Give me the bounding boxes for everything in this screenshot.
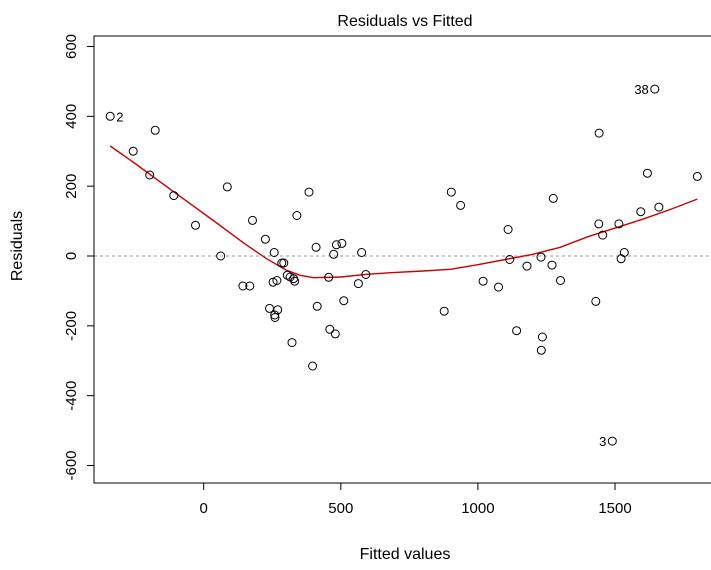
data-point-43	[446, 187, 456, 197]
x-tick-label-3: 1500	[598, 500, 631, 517]
x-tick-label-1: 500	[328, 500, 353, 517]
data-point-31	[312, 301, 322, 311]
data-point-15	[269, 248, 279, 257]
data-point-8	[222, 182, 232, 192]
data-point-54	[547, 260, 557, 270]
y-tick-label-4: 200	[63, 174, 80, 199]
annotation-38: 38	[634, 82, 648, 97]
data-point-56	[556, 276, 565, 285]
axes: 0 500 1000 1500 -600 -400 -200 0 200 400 600	[63, 34, 632, 517]
data-point-45	[478, 276, 488, 286]
x-tick-label-2: 1000	[461, 500, 494, 517]
data-point-53	[537, 332, 547, 342]
x-tick-label-0: 0	[200, 500, 208, 517]
plot-frame	[93, 35, 711, 484]
data-point-36	[331, 240, 341, 250]
data-point-40	[357, 248, 367, 257]
data-point-33	[325, 324, 335, 334]
y-tick-label-5: 400	[63, 104, 80, 129]
data-point-24	[287, 338, 297, 348]
data-point-38	[339, 296, 349, 306]
data-point-68	[654, 202, 664, 212]
lowess-smoother-line	[109, 145, 698, 279]
data-point-44	[456, 200, 466, 210]
data-point-35	[330, 329, 340, 339]
data-point-49	[512, 326, 522, 336]
data-point-67	[650, 84, 660, 94]
data-point-55	[548, 193, 558, 203]
y-tick-label-6: 600	[63, 34, 80, 59]
data-point-11	[248, 215, 257, 225]
data-point-7	[216, 251, 226, 261]
data-point-57	[591, 296, 601, 306]
data-point-21	[279, 258, 289, 268]
data-point-1	[105, 111, 115, 121]
data-point-34	[329, 249, 339, 259]
point-annotations: 2 38 3	[116, 82, 649, 449]
data-point-30	[311, 242, 321, 252]
chart-title: Residuals vs Fitted	[337, 13, 472, 30]
annotation-3: 3	[599, 434, 606, 449]
data-point-64	[619, 248, 629, 257]
data-point-12	[260, 234, 270, 244]
data-point-19	[273, 305, 283, 315]
data-point-26	[290, 276, 300, 286]
data-point-28	[304, 187, 314, 197]
data-point-41	[361, 270, 371, 279]
data-point-27	[292, 211, 302, 220]
data-point-59	[594, 128, 604, 138]
data-point-69	[692, 171, 702, 181]
data-point-18	[272, 276, 282, 285]
x-axis-label: Fitted values	[360, 546, 451, 563]
data-point-10	[245, 281, 255, 291]
data-point-61	[607, 436, 617, 446]
y-tick-label-3: 0	[63, 252, 80, 260]
annotation-2: 2	[116, 109, 123, 124]
y-tick-label-2: -200	[63, 311, 80, 341]
data-point-37	[337, 238, 347, 248]
data-point-9	[238, 281, 248, 291]
data-point-50	[522, 261, 532, 271]
data-point-62	[614, 219, 624, 229]
data-point-6	[191, 220, 200, 230]
data-point-5	[169, 191, 179, 201]
data-point-46	[494, 282, 503, 292]
data-point-39	[353, 279, 363, 289]
data-point-51	[536, 252, 546, 262]
data-point-60	[598, 230, 608, 240]
y-axis-label: Residuals	[9, 211, 26, 281]
y-tick-label-0: -600	[63, 450, 80, 480]
data-point-65	[636, 207, 646, 217]
data-point-32	[324, 272, 334, 282]
data-point-17	[270, 313, 280, 322]
data-point-66	[642, 168, 652, 178]
data-point-48	[505, 255, 515, 264]
data-point-58	[594, 219, 604, 229]
data-point-2	[128, 146, 138, 156]
data-points	[105, 84, 702, 446]
data-point-52	[536, 345, 546, 355]
y-tick-label-1: -400	[63, 381, 80, 411]
data-point-20	[277, 258, 287, 268]
data-point-3	[145, 170, 155, 180]
data-point-29	[308, 361, 318, 371]
data-point-42	[439, 306, 449, 316]
data-point-4	[150, 125, 160, 135]
data-point-47	[503, 225, 513, 234]
